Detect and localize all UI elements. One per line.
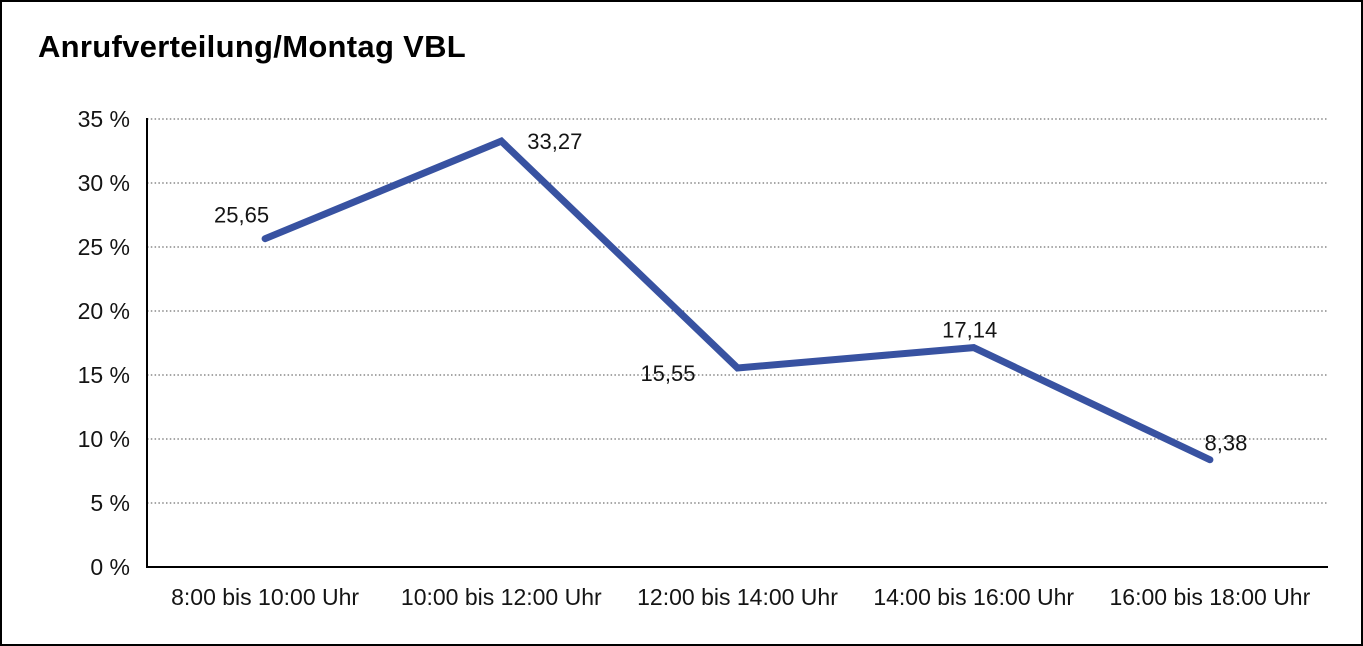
y-tick-label: 10 % [78, 426, 130, 452]
point-label: 17,14 [942, 318, 997, 343]
y-tick-label: 25 % [78, 234, 130, 260]
y-tick-label: 20 % [78, 298, 130, 324]
y-tick-label: 5 % [90, 490, 130, 516]
chart-title: Anrufverteilung/Montag VBL [38, 29, 467, 64]
y-tick-label: 15 % [78, 362, 130, 388]
y-tick-label: 0 % [90, 554, 130, 580]
x-category-label: 14:00 bis 16:00 Uhr [873, 584, 1074, 610]
x-category-label: 16:00 bis 18:00 Uhr [1110, 584, 1311, 610]
point-label: 25,65 [214, 203, 269, 228]
point-label: 33,27 [527, 129, 582, 154]
x-category-label: 8:00 bis 10:00 Uhr [171, 584, 359, 610]
data-line [261, 137, 1214, 464]
y-tick-label: 35 % [78, 106, 130, 132]
point-label: 15,55 [640, 361, 695, 386]
x-category-label: 10:00 bis 12:00 Uhr [401, 584, 602, 610]
y-tick-label: 30 % [78, 170, 130, 196]
point-label: 8,38 [1204, 431, 1247, 456]
x-category-label: 12:00 bis 14:00 Uhr [637, 584, 838, 610]
